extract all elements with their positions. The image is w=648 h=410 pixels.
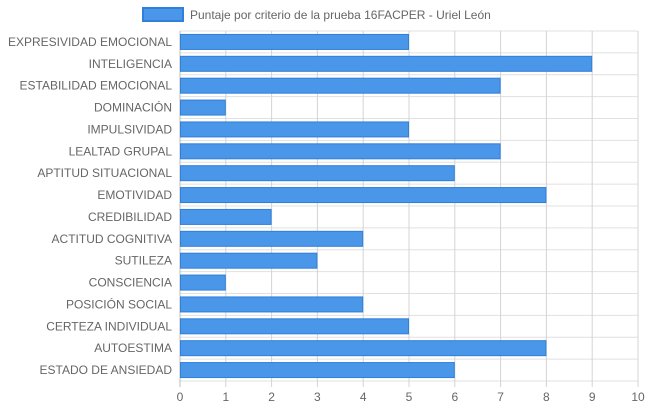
bar[interactable]: [180, 340, 547, 357]
y-tick-label: EMOTIVIDAD: [97, 188, 172, 202]
bar[interactable]: [180, 187, 547, 204]
x-tick-label: 2: [268, 390, 275, 404]
y-tick-label: ACTITUD COGNITIVA: [52, 232, 172, 246]
bar[interactable]: [180, 165, 455, 182]
bar[interactable]: [180, 318, 409, 335]
x-tick-label: 7: [497, 390, 504, 404]
y-tick-label: LEALTAD GRUPAL: [69, 144, 173, 158]
y-tick-label: AUTOESTIMA: [94, 341, 172, 355]
y-tick-label: CONSCIENCIA: [89, 276, 172, 290]
x-tick-label: 9: [589, 390, 596, 404]
y-tick-label: CERTEZA INDIVIDUAL: [46, 319, 172, 333]
bar[interactable]: [180, 362, 455, 379]
bar[interactable]: [180, 143, 501, 160]
x-tick-label: 6: [451, 390, 458, 404]
y-tick-label: IMPULSIVIDAD: [87, 122, 172, 136]
y-tick-label: CREDIBILIDAD: [88, 210, 172, 224]
x-tick-label: 8: [543, 390, 550, 404]
bar[interactable]: [180, 33, 409, 50]
bar[interactable]: [180, 77, 501, 94]
x-tick-label: 5: [406, 390, 413, 404]
legend-swatch: [142, 7, 184, 22]
x-tick-label: 3: [314, 390, 321, 404]
y-tick-label: EXPRESIVIDAD EMOCIONAL: [8, 35, 172, 49]
bar[interactable]: [180, 252, 318, 269]
x-tick-label: 1: [222, 390, 229, 404]
y-tick-label: ESTADO DE ANSIEDAD: [40, 363, 173, 377]
x-tick-label: 4: [360, 390, 367, 404]
y-tick-label: POSICIÓN SOCIAL: [66, 296, 172, 311]
bars: [180, 33, 593, 379]
bar[interactable]: [180, 208, 272, 225]
legend: Puntaje por criterio de la prueba 16FACP…: [142, 7, 491, 22]
y-axis-labels: EXPRESIVIDAD EMOCIONAL INTELIGENCIA ESTABI…: [8, 35, 172, 377]
bar[interactable]: [180, 274, 226, 291]
bar[interactable]: [180, 55, 593, 72]
bar[interactable]: [180, 296, 364, 313]
bar[interactable]: [180, 99, 226, 116]
bar[interactable]: [180, 230, 364, 247]
x-tick-label: 10: [631, 390, 645, 404]
y-tick-label: APTITUD SITUACIONAL: [37, 166, 172, 180]
legend-label: Puntaje por criterio de la prueba 16FACP…: [190, 8, 491, 22]
x-axis-labels: 0 1 2 3 4 5 6 7 8 9 10: [177, 390, 645, 404]
y-tick-label: ESTABILIDAD EMOCIONAL: [20, 79, 173, 93]
y-tick-label: DOMINACIÓN: [94, 100, 172, 115]
y-tick-label: SUTILEZA: [115, 254, 172, 268]
bar[interactable]: [180, 121, 409, 138]
y-tick-label: INTELIGENCIA: [89, 57, 172, 71]
x-tick-label: 0: [177, 390, 184, 404]
